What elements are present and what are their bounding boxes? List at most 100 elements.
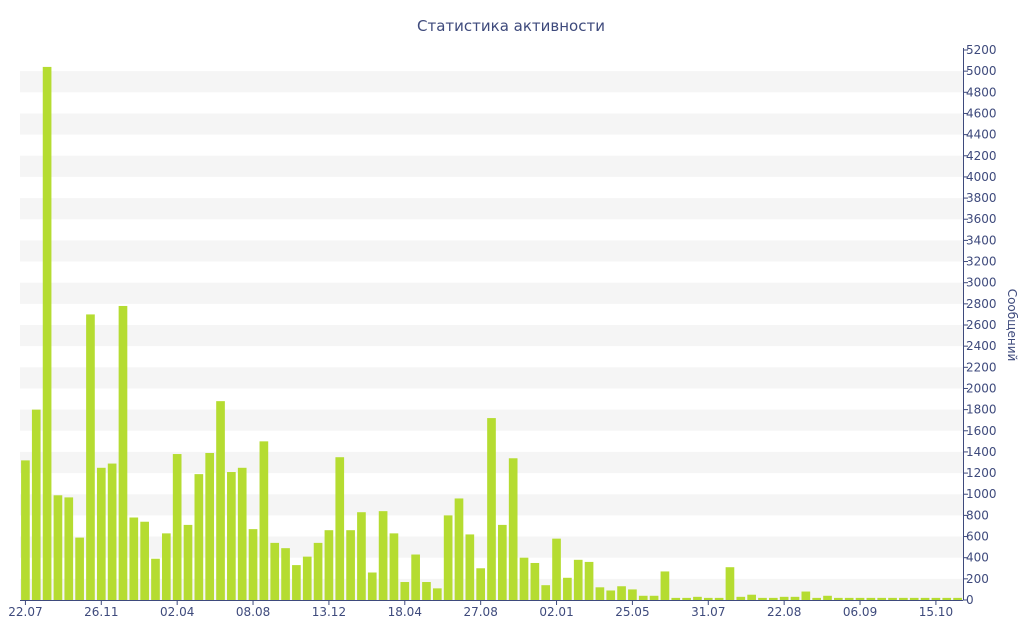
bar[interactable]	[227, 472, 236, 600]
bar[interactable]	[628, 589, 637, 600]
bar[interactable]	[942, 597, 952, 600]
bar[interactable]	[595, 587, 605, 600]
bar[interactable]	[216, 401, 225, 600]
bar[interactable]	[790, 596, 800, 600]
bar[interactable]	[259, 441, 269, 600]
bar[interactable]	[703, 597, 713, 600]
bar[interactable]	[498, 524, 507, 600]
bar[interactable]	[75, 537, 84, 600]
bar[interactable]	[443, 515, 453, 600]
bar[interactable]	[270, 542, 280, 600]
bar[interactable]	[758, 597, 767, 600]
bar[interactable]	[779, 596, 789, 600]
grid-band	[20, 240, 963, 262]
bar[interactable]	[834, 597, 843, 600]
y-tick-label: 800	[966, 508, 989, 522]
bar[interactable]	[844, 597, 854, 600]
bar[interactable]	[389, 533, 399, 600]
bar[interactable]	[454, 498, 464, 600]
y-tick-label: 2800	[966, 297, 997, 311]
bar[interactable]	[671, 597, 681, 600]
bar[interactable]	[541, 585, 551, 600]
bar[interactable]	[747, 594, 756, 600]
bar[interactable]	[855, 597, 865, 600]
bar[interactable]	[53, 495, 63, 600]
bar[interactable]	[552, 538, 561, 600]
bar[interactable]	[508, 458, 518, 600]
bar[interactable]	[465, 534, 475, 600]
bar[interactable]	[693, 596, 702, 600]
bar[interactable]	[736, 596, 746, 600]
bar[interactable]	[292, 565, 301, 600]
bar[interactable]	[378, 511, 388, 600]
y-tick-label: 3200	[966, 255, 997, 269]
bar[interactable]	[64, 497, 74, 600]
grid-band	[20, 198, 963, 220]
bar[interactable]	[909, 597, 919, 600]
y-tick-label: 2400	[966, 339, 997, 353]
bar[interactable]	[888, 597, 897, 600]
bar[interactable]	[682, 597, 691, 600]
bar[interactable]	[21, 460, 30, 600]
bar[interactable]	[823, 595, 832, 600]
x-tick-label: 02.01	[539, 605, 573, 619]
bar[interactable]	[335, 457, 345, 600]
bar[interactable]	[487, 418, 496, 600]
bar[interactable]	[920, 597, 930, 600]
bar[interactable]	[519, 557, 529, 600]
bar[interactable]	[313, 542, 323, 600]
bar[interactable]	[302, 556, 312, 600]
bar[interactable]	[660, 571, 670, 600]
bar[interactable]	[584, 561, 594, 600]
bar[interactable]	[118, 305, 128, 600]
bar[interactable]	[573, 559, 583, 600]
bar[interactable]	[617, 586, 626, 600]
bar[interactable]	[606, 590, 616, 600]
bar[interactable]	[649, 595, 659, 600]
y-tick-label: 4800	[966, 85, 997, 99]
bar[interactable]	[205, 452, 215, 600]
bar[interactable]	[530, 562, 540, 600]
bar[interactable]	[953, 597, 962, 600]
bar[interactable]	[801, 591, 811, 600]
bar[interactable]	[563, 577, 572, 600]
bar[interactable]	[346, 530, 355, 600]
bar[interactable]	[400, 582, 410, 600]
bar[interactable]	[432, 588, 442, 600]
y-tick-label: 0	[966, 593, 974, 607]
bar[interactable]	[151, 558, 160, 600]
bar[interactable]	[107, 463, 117, 600]
bar[interactable]	[476, 568, 485, 600]
bar[interactable]	[129, 517, 139, 601]
bar[interactable]	[899, 597, 908, 600]
bar[interactable]	[42, 66, 52, 601]
bar[interactable]	[31, 409, 41, 600]
bar[interactable]	[237, 467, 247, 600]
bar[interactable]	[411, 554, 420, 600]
bar[interactable]	[638, 595, 648, 600]
bar[interactable]	[357, 512, 366, 600]
bar[interactable]	[422, 582, 431, 600]
bar[interactable]	[931, 597, 941, 600]
bar[interactable]	[96, 467, 106, 600]
bar[interactable]	[281, 548, 290, 600]
bar[interactable]	[367, 572, 377, 601]
y-tick-label: 4000	[966, 170, 997, 184]
y-tick-label: 3600	[966, 212, 997, 226]
bar[interactable]	[324, 530, 334, 600]
bar[interactable]	[194, 474, 204, 600]
bar[interactable]	[172, 454, 182, 600]
bar[interactable]	[877, 597, 887, 600]
grid-band	[20, 325, 963, 347]
bar[interactable]	[725, 567, 735, 600]
x-tick-label: 25.05	[615, 605, 649, 619]
bar[interactable]	[140, 521, 149, 600]
bar[interactable]	[812, 597, 822, 600]
bar[interactable]	[714, 597, 724, 600]
bar[interactable]	[183, 524, 193, 600]
bar[interactable]	[866, 597, 876, 600]
bar[interactable]	[248, 529, 258, 600]
bar[interactable]	[86, 314, 95, 600]
bar[interactable]	[768, 597, 778, 600]
bar[interactable]	[161, 533, 171, 600]
